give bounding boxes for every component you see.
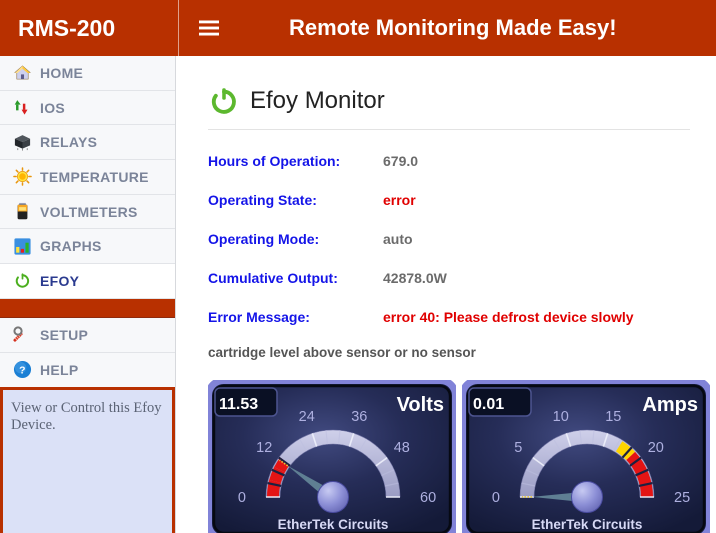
svg-text:5: 5 bbox=[514, 440, 522, 456]
svg-text:24: 24 bbox=[299, 409, 315, 425]
svg-text:15: 15 bbox=[605, 409, 621, 425]
svg-text:0: 0 bbox=[492, 490, 500, 506]
svg-text:0.01: 0.01 bbox=[473, 396, 504, 413]
svg-text:60: 60 bbox=[420, 490, 436, 506]
svg-text:25: 25 bbox=[674, 490, 690, 506]
svg-text:Volts: Volts bbox=[397, 394, 444, 416]
svg-text:12: 12 bbox=[256, 440, 272, 456]
svg-text:EtherTek Circuits: EtherTek Circuits bbox=[532, 517, 643, 532]
svg-text:48: 48 bbox=[394, 440, 410, 456]
svg-text:EtherTek Circuits: EtherTek Circuits bbox=[278, 517, 389, 532]
svg-text:Amps: Amps bbox=[642, 394, 698, 416]
svg-text:20: 20 bbox=[648, 440, 664, 456]
svg-text:36: 36 bbox=[351, 409, 367, 425]
svg-text:10: 10 bbox=[553, 409, 569, 425]
svg-text:?: ? bbox=[19, 366, 26, 377]
svg-text:11.53: 11.53 bbox=[219, 396, 258, 413]
svg-text:0: 0 bbox=[238, 490, 246, 506]
